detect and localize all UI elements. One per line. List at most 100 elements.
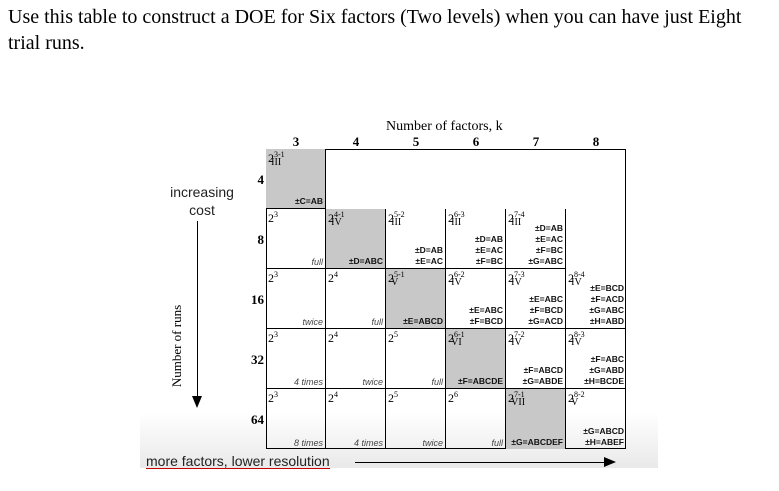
design-cell: 26-1VI ±F=ABCDE [446, 329, 506, 389]
generator-line: ±F=BCD [529, 305, 563, 315]
generator-line: ±D=AB [414, 245, 443, 255]
design-base: 2 [388, 271, 394, 285]
design-notation: 27-1VII [508, 390, 525, 408]
column-number: 5 [412, 134, 420, 149]
generators: ±E=ABC ±F=BCD ±G=ACD [528, 294, 563, 327]
design-base: 2 [388, 391, 394, 405]
number-of-runs-label: Number of runs [169, 304, 184, 388]
generators: ±F=ABC ±G=ABD ±H=BCDE [584, 354, 624, 387]
design-resolution: VII [511, 397, 526, 408]
question-text: Use this table to construct a DOE for Si… [8, 6, 742, 54]
design-notation: 28-2V [568, 390, 585, 408]
design-exponent: 7-2 [514, 330, 525, 339]
generator-line: ±F=BC [475, 256, 503, 266]
column-number: 3 [292, 134, 300, 149]
design-resolution: IV [511, 277, 522, 288]
design-cell: 26-3III ±D=AB ±E=AC ±F=BC [446, 209, 506, 269]
design-notation: 28-4IV [568, 270, 585, 288]
design-exponent: 4 [334, 330, 338, 339]
design-cell: 27-3IV ±E=ABC ±F=BCD ±G=ACD [506, 269, 566, 329]
generator-line: ±E=AC [535, 234, 563, 244]
design-notation: 24 [328, 390, 338, 406]
design-cell: 24 full [326, 269, 386, 329]
replication-note: full [371, 317, 383, 327]
replication-note: twice [362, 377, 383, 387]
design-cell: 28-4IV ±E=BCD ±F=ACD ±G=ABC ±H=ABD [566, 269, 626, 329]
factors-header: Number of factors, k [386, 119, 503, 134]
design-cell: 24-1IV ±D=ABC [326, 209, 386, 269]
design-base: 2 [508, 211, 514, 225]
design-base: 2 [268, 271, 274, 285]
column-number: 6 [472, 134, 480, 149]
design-resolution: V [391, 277, 399, 288]
design-exponent: 3 [274, 210, 278, 219]
design-cell: 28-2V ±G=ABCD ±H=ABEF [566, 389, 626, 449]
design-cell: 23 twice [266, 269, 326, 329]
generator-line: ±E=AC [415, 256, 443, 266]
design-notation: 26 [448, 390, 458, 406]
design-exponent: 5-2 [394, 210, 405, 219]
design-exponent: 6 [454, 390, 458, 399]
replication-note: 4 times [353, 438, 383, 448]
design-notation: 24-1IV [328, 210, 345, 228]
design-cell: 28-3IV ±F=ABC ±G=ABD ±H=BCDE [566, 329, 626, 389]
design-base: 2 [268, 331, 274, 345]
design-base: 2 [508, 331, 514, 345]
design-base: 2 [508, 271, 514, 285]
design-notation: 24 [328, 330, 338, 346]
design-exponent: 3 [274, 330, 278, 339]
resolution-label: more factors, lower resolution [146, 453, 330, 469]
generators: ±F=ABCD ±G=ABDE [523, 365, 563, 387]
design-resolution: IV [571, 337, 582, 348]
column-number: 7 [532, 134, 540, 149]
design-base: 2 [388, 211, 394, 225]
design-resolution: V [571, 397, 579, 408]
generator-line: ±G=ABD [589, 365, 624, 375]
design-notation: 23-1III [268, 150, 285, 168]
design-base: 2 [568, 271, 574, 285]
design-exponent: 4 [334, 390, 338, 399]
row-number: 4 [257, 172, 265, 187]
generator-line: ±E=ABCD [403, 316, 443, 326]
generator-line: ±H=BCDE [584, 376, 624, 386]
generator-line: ±G=ABCDEF [511, 437, 563, 447]
generator-line: ±D=AB [534, 223, 563, 233]
generators: ±G=ABCD ±H=ABEF [583, 426, 624, 448]
generator-line: ±E=ABC [529, 294, 563, 304]
design-resolution: IV [331, 217, 342, 228]
design-exponent: 4-1 [334, 210, 345, 219]
design-base: 2 [448, 211, 454, 225]
design-base: 2 [508, 391, 514, 405]
design-notation: 24 [328, 270, 338, 286]
design-cell: 27-2IV ±F=ABCD ±G=ABDE [506, 329, 566, 389]
design-exponent: 4 [334, 270, 338, 279]
design-base: 2 [568, 391, 574, 405]
design-notation: 23 [268, 330, 278, 346]
generators: ±F=ABCDE [458, 376, 503, 387]
design-exponent: 5-1 [394, 270, 405, 279]
design-base: 2 [328, 271, 334, 285]
generators: ±E=ABCD [403, 316, 443, 327]
design-exponent: 7-4 [514, 210, 525, 219]
generator-line: ±F=BCD [469, 316, 503, 326]
design-base: 2 [568, 331, 574, 345]
design-exponent: 3-1 [274, 150, 285, 159]
generator-line: ±G=ABC [528, 256, 563, 266]
design-cell: 25 full [386, 329, 446, 389]
design-notation: 26-1VI [448, 330, 465, 348]
design-exponent: 5 [394, 330, 398, 339]
design-exponent: 7-3 [514, 270, 525, 279]
design-exponent: 5 [394, 390, 398, 399]
resolution-arrow-shaft [355, 462, 610, 463]
design-base: 2 [448, 331, 454, 345]
design-cell: 24 4 times [326, 389, 386, 449]
resolution-arrow-head [604, 457, 616, 467]
row-number: 32 [251, 352, 264, 367]
generator-line: ±C=AB [294, 196, 323, 206]
generator-line: ±D=AB [474, 234, 503, 244]
design-cell: 23 4 times [266, 329, 326, 389]
generators: ±D=ABC [349, 256, 383, 267]
design-cell: 23 full [266, 209, 326, 269]
row-number: 16 [251, 292, 264, 307]
replication-note: full [311, 257, 323, 267]
